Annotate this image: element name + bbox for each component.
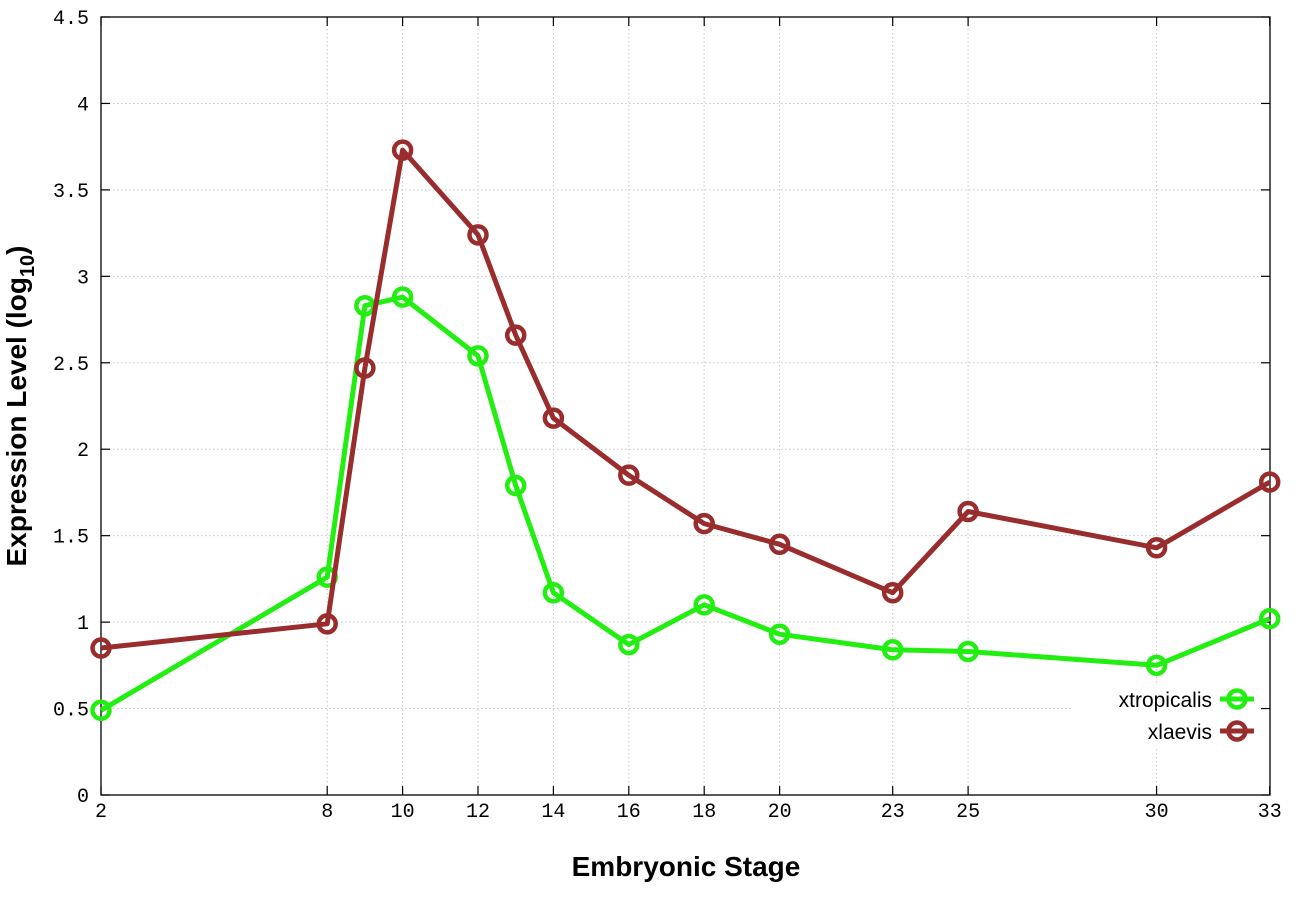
legend-swatch-marker	[1226, 720, 1248, 742]
legend-item-xtropicalis: xtropicalis	[1119, 688, 1254, 712]
data-point-xlaevis	[768, 533, 791, 556]
data-point-xlaevis	[542, 407, 565, 429]
series-line-xlaevis	[100, 147, 1271, 651]
y-axis-title-main: Expression Level (log	[1, 277, 32, 566]
y-tick-label: 1	[77, 613, 89, 636]
data-point-xlaevis	[881, 581, 904, 604]
data-point-xlaevis	[1258, 471, 1281, 493]
y-tick-label: 3	[77, 267, 89, 290]
plot-frame	[100, 16, 1271, 796]
series-xtropicalis	[90, 286, 1281, 722]
x-tick-label: 20	[768, 801, 792, 824]
y-tick-label: 2.5	[53, 354, 89, 377]
legend-swatch-marker	[1226, 688, 1248, 710]
series-line-xtropicalis	[99, 294, 1271, 713]
data-point-xlaevis	[504, 324, 527, 346]
y-tick-label: 4	[77, 94, 89, 117]
legend-item-xlaevis: xlaevis	[1148, 720, 1254, 744]
y-tick-label: 0.5	[53, 700, 89, 723]
y-tick-label: 0	[77, 786, 89, 809]
data-point-xlaevis	[354, 357, 376, 379]
data-point-xtropicalis	[90, 699, 112, 722]
x-tick-label: 10	[391, 801, 415, 824]
legend-label: xlaevis	[1148, 721, 1212, 744]
x-tick-label: 14	[541, 801, 565, 824]
data-point-xtropicalis	[504, 474, 527, 497]
data-point-xlaevis	[467, 224, 489, 246]
y-axis-title-subscript: 10	[17, 255, 39, 277]
grid	[101, 17, 1270, 795]
x-tick-label: 33	[1258, 801, 1282, 824]
data-point-xlaevis	[618, 464, 640, 486]
y-tick-label: 1.5	[53, 527, 89, 550]
data-point-xtropicalis	[693, 594, 715, 616]
y-tick-label: 4.5	[53, 8, 89, 31]
legend-label: xtropicalis	[1119, 689, 1212, 712]
x-tick-label: 30	[1145, 801, 1169, 824]
data-point-xtropicalis	[1145, 654, 1168, 677]
data-point-xlaevis	[1145, 537, 1168, 559]
x-tick-label: 8	[321, 801, 333, 824]
data-point-xtropicalis	[542, 581, 565, 604]
y-tick-label: 2	[77, 440, 89, 463]
data-point-xtropicalis	[881, 639, 904, 661]
data-point-xtropicalis	[467, 345, 489, 367]
legend: xtropicalis xlaevis	[1072, 683, 1258, 749]
data-point-xlaevis	[693, 512, 715, 535]
x-tick-label: 2	[95, 801, 107, 824]
x-axis-title: Embryonic Stage	[572, 851, 801, 882]
series-xlaevis	[90, 139, 1281, 659]
data-point-xtropicalis	[957, 640, 979, 663]
x-tick-label: 16	[617, 801, 641, 824]
legend-background	[1072, 683, 1258, 749]
y-axis-title-close: )	[1, 246, 32, 255]
data-point-xtropicalis	[391, 286, 414, 308]
data-point-xtropicalis	[1258, 607, 1281, 630]
data-point-xlaevis	[316, 613, 338, 635]
axis-ticks: 0 0.5 1 1.5 2 2.5 3 3.5 4 4.5 2 8 10 12 14 16 18 20 23 25 30…	[53, 8, 1282, 824]
series-layer	[90, 139, 1281, 722]
data-point-xlaevis	[391, 139, 414, 161]
x-tick-label: 12	[466, 801, 490, 824]
y-tick-label: 3.5	[53, 181, 89, 204]
x-tick-label: 25	[956, 801, 980, 824]
y-axis-title: Expression Level (log10)	[1, 246, 39, 567]
data-point-xlaevis	[90, 637, 112, 659]
x-tick-label: 18	[692, 801, 716, 824]
data-point-xtropicalis	[618, 633, 640, 656]
x-tick-label: 23	[881, 801, 905, 824]
data-point-xtropicalis	[768, 623, 791, 645]
data-point-xlaevis	[957, 500, 979, 523]
